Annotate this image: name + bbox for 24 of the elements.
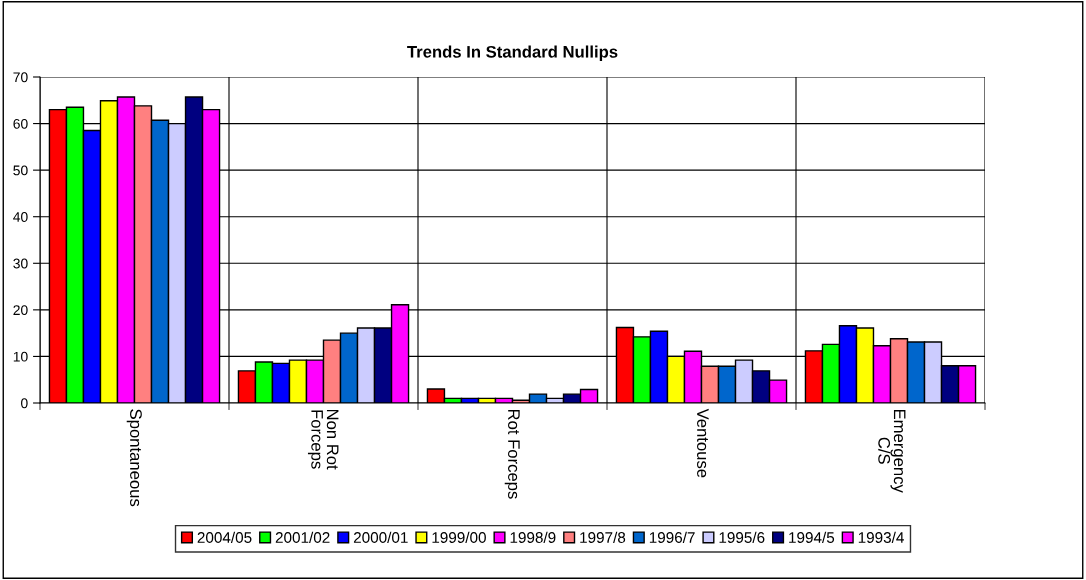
legend-label: 1995/6 (719, 531, 765, 543)
legend-label: 1999/00 (432, 531, 486, 543)
legend-label: 2001/02 (275, 531, 330, 543)
x-tick-label: Emergency C/S (878, 409, 906, 493)
y-tick-label: 0 (21, 398, 28, 409)
legend-label: 1994/5 (789, 531, 835, 543)
legend-label: 1996/7 (649, 531, 695, 543)
y-tick-label: 10 (13, 351, 28, 362)
x-tick-label: Non Rot Forceps (307, 409, 339, 470)
y-tick-label: 30 (13, 258, 28, 269)
legend-label: 2004/05 (197, 531, 252, 543)
legend-label: 2000/01 (353, 531, 408, 543)
y-tick-label: 40 (13, 212, 28, 222)
legend-label: 1993/4 (858, 531, 904, 543)
legend-label: 1998/9 (510, 531, 556, 543)
y-tick-label: 50 (13, 165, 28, 176)
chart-title: Trends In Standard Nullips (407, 45, 618, 62)
y-tick-label: 70 (13, 72, 28, 83)
y-tick-label: 60 (13, 118, 28, 129)
y-tick-label: 20 (13, 305, 28, 316)
legend-label: 1997/8 (580, 531, 626, 543)
x-tick-label: Spontaneous (126, 409, 142, 507)
x-tick-label: Rot Forceps (504, 409, 520, 499)
x-tick-label: Ventouse (697, 408, 709, 478)
